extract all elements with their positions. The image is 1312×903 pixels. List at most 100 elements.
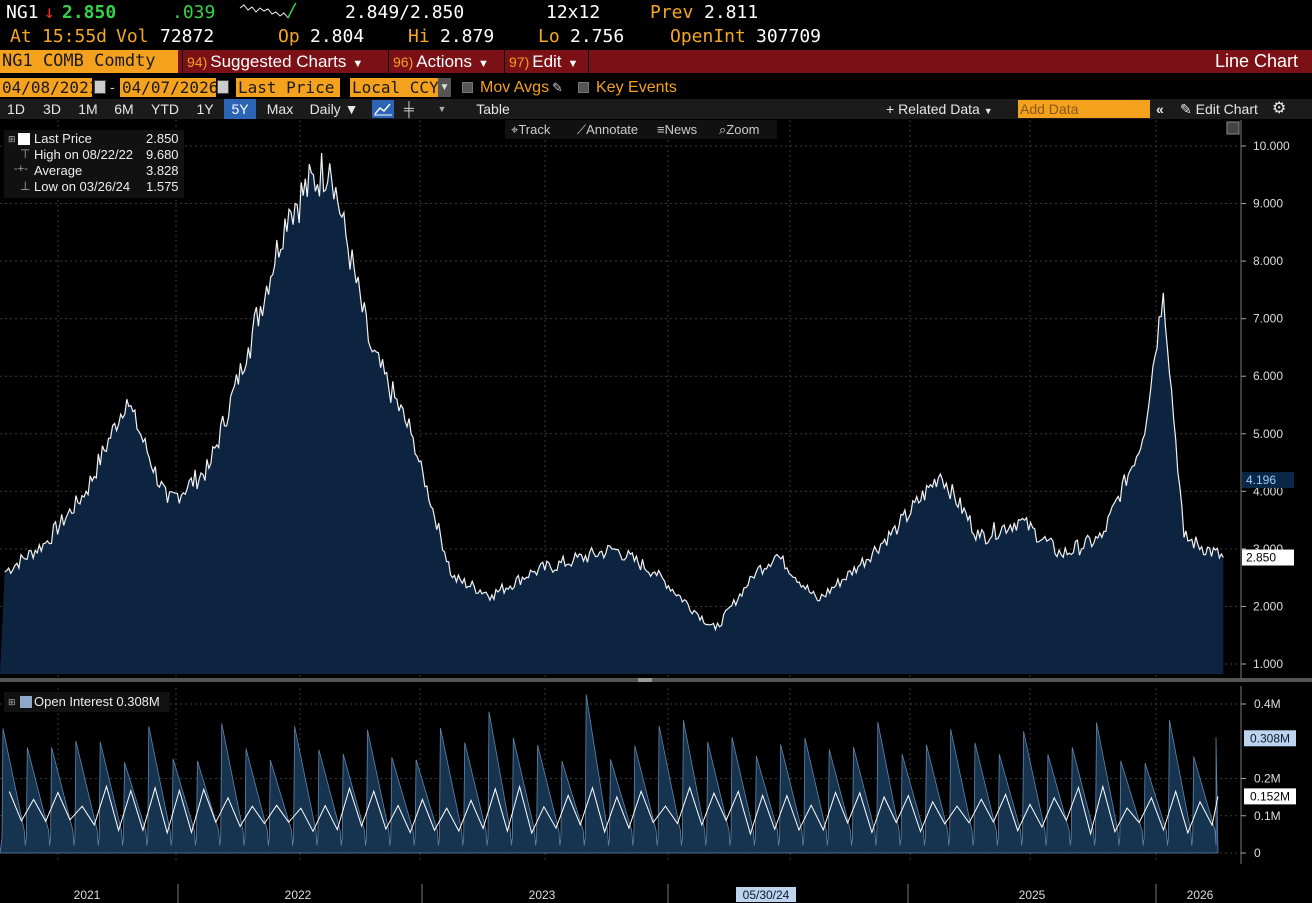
period-1d[interactable]: 1D: [7, 101, 25, 117]
down-arrow-icon: ↓: [44, 2, 55, 23]
collapse-icon[interactable]: «: [1156, 101, 1164, 117]
table-button[interactable]: Table: [476, 101, 510, 117]
open-interest-swatch: [20, 696, 32, 708]
vol-value: 72872: [160, 26, 215, 47]
zoom-label: Zoom: [726, 122, 760, 137]
sparkline: [239, 2, 297, 19]
period-6m[interactable]: 6M: [114, 101, 134, 117]
menu-label: Suggested Charts: [210, 52, 347, 71]
news-button[interactable]: ≡ News: [657, 122, 698, 137]
legend-high-label: High on 08/22/22: [34, 147, 134, 162]
pane-menu-icon: [1226, 121, 1240, 135]
start-date-field[interactable]: 04/08/2021: [0, 78, 99, 97]
price-chart[interactable]: 1.0002.0003.0004.0005.0006.0007.0008.000…: [0, 120, 1312, 903]
chart-type-dropdown-icon[interactable]: ▼: [437, 104, 447, 114]
key-events-label[interactable]: Key Events: [596, 79, 677, 96]
mov-avgs-label[interactable]: Mov Avgs: [480, 79, 550, 96]
low-label: Lo: [538, 26, 560, 47]
legend-last-value: 2.850: [146, 131, 179, 146]
y-tick-label: 0.4M: [1254, 697, 1281, 711]
x-tick-label: 2022: [285, 888, 312, 902]
high-marker-icon: ⊤: [20, 147, 31, 161]
y-tick-label: 1.000: [1253, 657, 1283, 671]
related-data-button[interactable]: + Related Data ▼: [886, 101, 993, 117]
date-separator: -: [110, 79, 115, 95]
menu-label: Actions: [416, 52, 472, 71]
period-1m[interactable]: 1M: [78, 101, 98, 117]
calendar-icon[interactable]: [94, 80, 106, 94]
period-max[interactable]: Max: [266, 101, 294, 117]
y-tick-label: 10.000: [1253, 139, 1290, 153]
frequency-dropdown[interactable]: Daily ▼: [309, 101, 359, 117]
prev-value: 2.811: [704, 2, 759, 23]
chart-type-label[interactable]: Line Chart: [1214, 51, 1298, 71]
open-interest-label: Open Interest 0.308M: [34, 694, 160, 709]
frequency-label: Daily: [309, 101, 341, 117]
price-area: [0, 153, 1224, 674]
period-3d[interactable]: 3D: [43, 101, 61, 117]
mov-avgs-checkbox[interactable]: [462, 82, 473, 93]
date-range-row: 04/08/2021 - 04/07/2026 Last Price Local…: [0, 78, 1312, 98]
net-change: .039: [172, 2, 216, 23]
currency-field[interactable]: Local CCY: [350, 78, 439, 97]
currency-dropdown-icon[interactable]: ▼: [438, 78, 451, 97]
zoom-button[interactable]: ⌕ Zoom: [719, 122, 760, 137]
bar-chart-icon[interactable]: ╪: [404, 101, 414, 117]
average-marker-label: 4.196: [1246, 473, 1276, 487]
menu-number: 96): [393, 54, 414, 70]
actions-menu[interactable]: 96) Actions ▼: [388, 50, 489, 73]
command-bar: NG1 COMB Comdty 94) Suggested Charts ▼ 96)…: [0, 50, 1312, 73]
suggested-charts-menu[interactable]: 94) Suggested Charts ▼: [182, 50, 363, 73]
average-marker-icon: -+-: [14, 163, 28, 175]
period-5y[interactable]: 5Y: [224, 99, 256, 119]
bid-ask: 2.849/2.850: [345, 2, 465, 23]
price-field[interactable]: Last Price: [236, 78, 340, 97]
security-field[interactable]: NG1 COMB Comdty: [0, 50, 178, 73]
period-ytd[interactable]: YTD: [151, 101, 179, 117]
last-price: 2.850: [62, 2, 117, 23]
track-button[interactable]: ⌖ Track: [511, 122, 551, 137]
caret-down-icon: ▼: [477, 58, 489, 70]
ticker[interactable]: NG1: [6, 2, 39, 23]
open-interest-last-marker: 0.308M: [1250, 731, 1290, 745]
pencil-icon[interactable]: ✎: [552, 80, 563, 95]
legend-avg-label: Average: [34, 163, 83, 178]
news-label: News: [664, 122, 698, 137]
legend-last-label: Last Price: [34, 131, 92, 146]
expand-icon[interactable]: ⊞: [8, 697, 16, 707]
open-value: 2.804: [310, 26, 365, 47]
edit-chart-label: Edit Chart: [1195, 101, 1258, 117]
y-tick-label: 2.000: [1253, 599, 1283, 613]
gear-icon[interactable]: ⚙: [1272, 100, 1287, 117]
caret-down-icon: ▼: [352, 58, 364, 70]
last-price-swatch: [18, 133, 30, 145]
expand-icon[interactable]: ⊞: [8, 134, 16, 144]
quote-header: NG1 ↓ 2.850 .039 2.849/2.850 12x12 Prev …: [0, 0, 1312, 50]
edit-menu[interactable]: 97) Edit ▼: [504, 50, 578, 73]
legend-avg-value: 3.828: [146, 163, 179, 178]
legend-low-label: Low on 03/26/24: [34, 179, 131, 194]
period-1y[interactable]: 1Y: [196, 101, 214, 117]
key-events-checkbox[interactable]: [578, 82, 589, 93]
end-date-field[interactable]: 04/07/2026: [120, 78, 219, 97]
price-line: [4, 152, 1224, 632]
add-data-input[interactable]: Add Data: [1018, 100, 1150, 118]
pane-divider-handle: [638, 678, 652, 682]
edit-chart-button[interactable]: ✎ Edit Chart: [1180, 101, 1258, 117]
divider: [588, 50, 589, 73]
y-tick-label: 0.1M: [1254, 809, 1281, 823]
period-toolbar: 1D 3D 1M 6M YTD 1Y 5Y Max Daily ▼ ╪ ▼ Ta…: [0, 99, 1312, 119]
open-interest-avg-marker: 0.152M: [1250, 789, 1290, 803]
cursor-date-bg: [736, 887, 796, 902]
related-data-label: + Related Data: [886, 101, 980, 117]
open-interest-average-line: [8, 784, 1219, 836]
caret-down-icon: ▼: [567, 58, 579, 70]
low-marker-icon: ⊥: [20, 179, 31, 193]
open-interest-last-marker-bg: [1244, 730, 1296, 747]
line-chart-icon[interactable]: [372, 100, 394, 118]
last-price-marker-label-bg: [1242, 549, 1294, 566]
annotate-button[interactable]: ⟋ Annotate: [577, 122, 639, 137]
menu-number: 97): [509, 54, 530, 70]
track-label: Track: [518, 122, 551, 137]
calendar-icon[interactable]: [217, 80, 229, 94]
